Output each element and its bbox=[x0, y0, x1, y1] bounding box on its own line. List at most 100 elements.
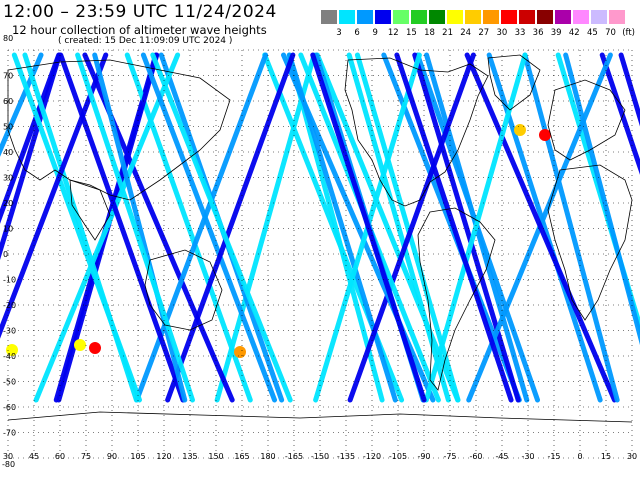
altimeter-tracks bbox=[0, 52, 640, 403]
altimeter-track bbox=[423, 52, 528, 403]
altimeter-track bbox=[165, 52, 296, 403]
altimeter-track bbox=[0, 52, 44, 157]
altimeter-track bbox=[140, 52, 278, 403]
altimeter-track bbox=[599, 52, 640, 175]
longitude-label: 165 bbox=[234, 452, 249, 461]
legend-label: 12 bbox=[387, 28, 399, 38]
altimeter-track bbox=[314, 52, 461, 403]
longitude-label: 135 bbox=[182, 452, 197, 461]
latitude-label: -60 bbox=[3, 403, 16, 412]
legend-label: 39 bbox=[550, 28, 562, 38]
longitude-label: -45 bbox=[495, 452, 508, 461]
altimeter-track bbox=[310, 52, 427, 403]
latitude-label: 10 bbox=[3, 225, 13, 234]
legend-swatch bbox=[375, 10, 391, 24]
legend-label: 36 bbox=[532, 28, 544, 38]
altimeter-track bbox=[0, 52, 109, 339]
wave-hotspot bbox=[514, 124, 526, 136]
legend-swatch bbox=[609, 10, 625, 24]
land-outline bbox=[547, 79, 626, 161]
longitude-label: 15 bbox=[601, 452, 611, 461]
longitude-label: 30 bbox=[3, 452, 13, 461]
altimeter-track bbox=[412, 52, 521, 403]
longitude-label: -150 bbox=[311, 452, 329, 461]
latitude-label: -70 bbox=[3, 429, 16, 438]
altimeter-track bbox=[11, 52, 142, 403]
legend-swatch bbox=[591, 10, 607, 24]
legend-label: 3 bbox=[336, 28, 342, 38]
legend-swatch bbox=[393, 10, 409, 24]
land-outline bbox=[7, 59, 231, 201]
longitude-label: 150 bbox=[208, 452, 223, 461]
legend-label: (ft) bbox=[622, 28, 635, 38]
longitude-label: 90 bbox=[107, 452, 117, 461]
longitude-label: -105 bbox=[389, 452, 407, 461]
legend-label: 6 bbox=[354, 28, 360, 38]
latitude-label: -20 bbox=[3, 301, 16, 310]
legend-label: 30 bbox=[496, 28, 508, 38]
legend-swatch bbox=[573, 10, 589, 24]
altimeter-track bbox=[214, 52, 317, 403]
latitude-label: 70 bbox=[3, 72, 13, 81]
longitude-label: -120 bbox=[363, 452, 381, 461]
legend-label: 70 bbox=[605, 28, 616, 38]
legend-swatch bbox=[483, 10, 499, 24]
legend-swatch bbox=[501, 10, 517, 24]
lat-lon-grid bbox=[7, 49, 633, 459]
created-timestamp: ( created: 15 Dec 11:09:09 UTC 2024 ) bbox=[58, 36, 233, 46]
longitude-label: 45 bbox=[29, 452, 39, 461]
longitude-label: 75 bbox=[81, 452, 91, 461]
latitude-label: -40 bbox=[3, 352, 16, 361]
land-outline bbox=[417, 207, 496, 391]
longitude-label: 0 bbox=[577, 452, 582, 461]
wave-hotspot bbox=[6, 344, 18, 356]
land-outline bbox=[344, 57, 489, 207]
land-outline bbox=[7, 411, 633, 423]
legend-swatch bbox=[339, 10, 355, 24]
land-outline bbox=[487, 54, 541, 111]
longitude-label: -90 bbox=[417, 452, 430, 461]
longitude-label: 120 bbox=[156, 452, 171, 461]
legend-swatch bbox=[429, 10, 445, 24]
latitude-labels: 80 70 60 50 40 30 20 10 0 -10 -20 -30 -40 -50 -60 -70 -8… bbox=[2, 34, 16, 469]
wave-hotspot bbox=[89, 342, 101, 354]
legend-swatch bbox=[321, 10, 337, 24]
page-title: 12:00 – 23:59 UTC 11/24/2024 bbox=[3, 2, 277, 22]
land-outline bbox=[69, 179, 111, 241]
altimeter-track bbox=[347, 52, 476, 403]
longitude-label: -60 bbox=[469, 452, 482, 461]
longitude-label: 180 bbox=[260, 452, 275, 461]
latitude-label: -50 bbox=[3, 378, 16, 387]
longitude-labels: 30 45 60 75 90 105 120 135 150 165 180 -165 -150 -135… bbox=[3, 452, 637, 461]
page-subtitle: 12 hour collection of altimeter wave hei… bbox=[12, 23, 267, 37]
legend-label: 45 bbox=[586, 28, 598, 38]
latitude-label: 80 bbox=[3, 34, 13, 43]
wave-hotspot bbox=[539, 129, 551, 141]
land-outlines bbox=[7, 54, 633, 423]
latitude-label: 50 bbox=[3, 123, 13, 132]
altimeter-track bbox=[563, 52, 640, 346]
legend-label: 24 bbox=[460, 28, 472, 38]
latitude-label: 0 bbox=[3, 250, 8, 259]
longitude-label: -75 bbox=[443, 452, 456, 461]
legend-label: 27 bbox=[478, 28, 490, 38]
longitude-label: -15 bbox=[547, 452, 560, 461]
color-legend bbox=[321, 10, 627, 24]
altimeter-track bbox=[33, 52, 181, 403]
legend-label: 21 bbox=[442, 28, 454, 38]
latitude-label: -10 bbox=[3, 276, 16, 285]
altimeter-track bbox=[464, 52, 617, 403]
legend-label: 9 bbox=[372, 28, 378, 38]
longitude-label: 30 bbox=[627, 452, 637, 461]
altimeter-track bbox=[75, 52, 195, 403]
longitude-label: -30 bbox=[521, 452, 534, 461]
legend-swatch bbox=[411, 10, 427, 24]
altimeter-track bbox=[58, 52, 186, 403]
altimeter-track bbox=[394, 52, 514, 403]
legend-swatch bbox=[555, 10, 571, 24]
legend-label: 33 bbox=[514, 28, 526, 38]
legend-swatch bbox=[357, 10, 373, 24]
altimeter-track bbox=[522, 52, 620, 403]
land-outline bbox=[144, 249, 223, 331]
